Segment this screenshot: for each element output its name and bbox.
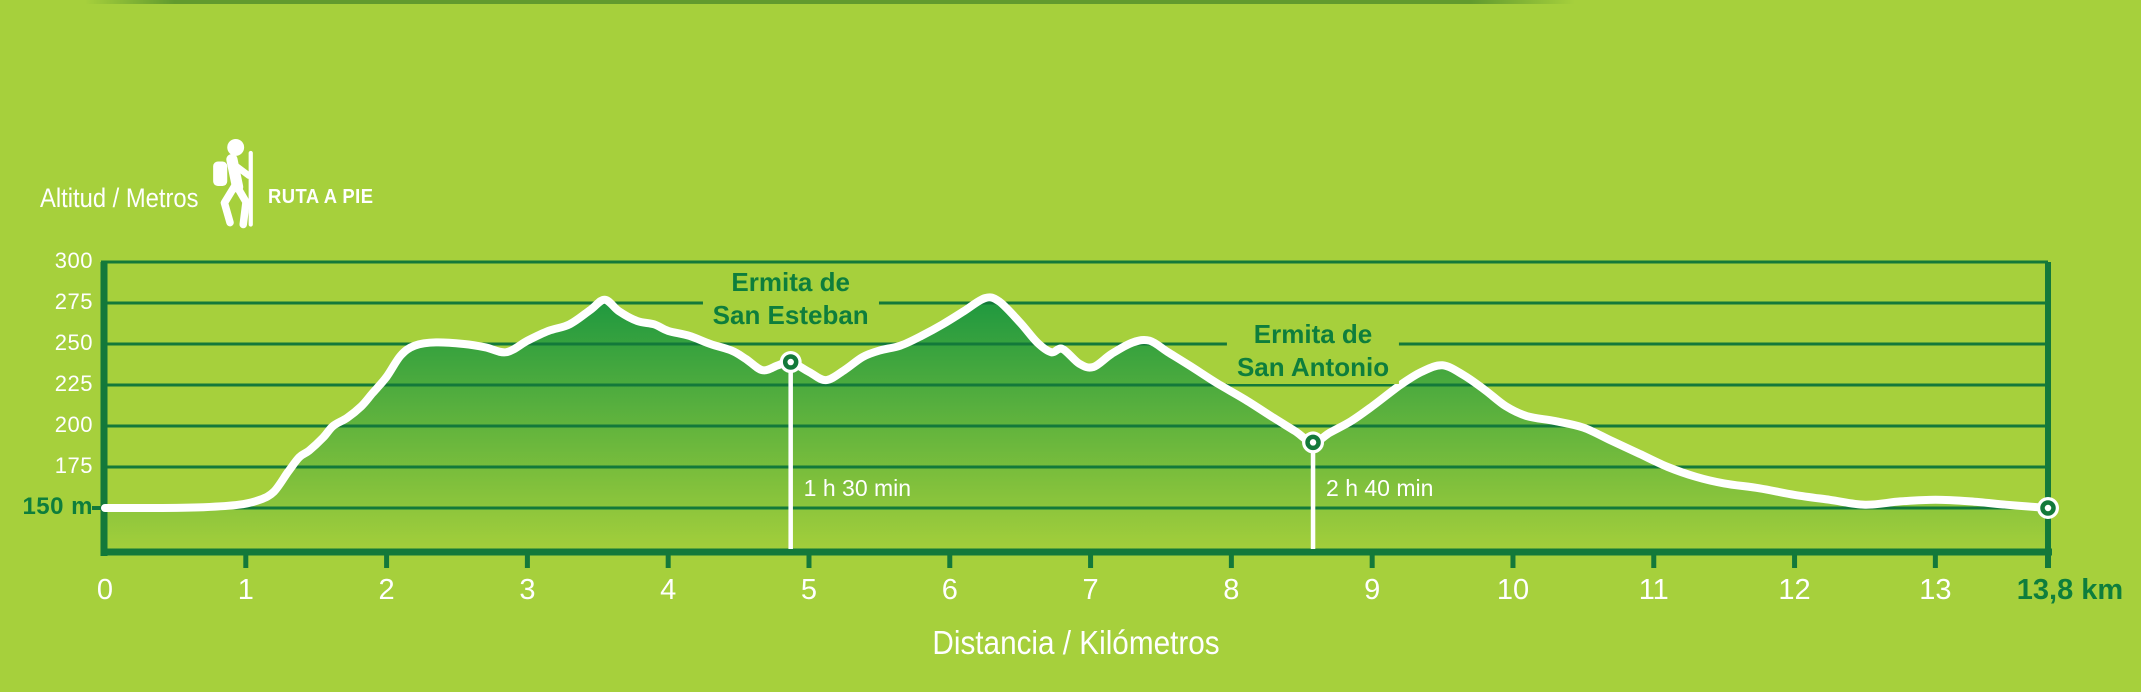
y-tick-label-150: 150 m bbox=[22, 493, 93, 520]
x-tick-label-8: 8 bbox=[1223, 574, 1240, 606]
x-tick-label-4: 4 bbox=[660, 574, 677, 606]
y-tick-label-225: 225 bbox=[54, 371, 93, 396]
x-tick-label-0: 0 bbox=[96, 574, 114, 606]
x-tick-label-7: 7 bbox=[1082, 574, 1099, 606]
x-tick-label-2: 2 bbox=[378, 574, 395, 606]
marker: route-end bbox=[2040, 500, 2056, 516]
x-tick-label-10: 10 bbox=[1496, 574, 1530, 606]
top-edge-artifact bbox=[85, 0, 1575, 4]
y-tick-label-200: 200 bbox=[54, 412, 93, 437]
y-axis-title: Altitud / Metros bbox=[40, 183, 199, 213]
x-tick-label-11: 11 bbox=[1638, 574, 1669, 606]
hiker-icon bbox=[213, 138, 253, 229]
y-tick-label-275: 275 bbox=[54, 289, 93, 314]
hiker-front-leg bbox=[232, 182, 250, 229]
x-tick-label-9: 9 bbox=[1364, 574, 1381, 606]
y-tick-label-175: 175 bbox=[54, 453, 93, 478]
marker: Ermita de San Esteban bbox=[782, 354, 799, 370]
y-tick-label-250: 250 bbox=[54, 330, 93, 355]
x-tick-label-3: 3 bbox=[519, 574, 536, 606]
marker: Ermita de San Antonio bbox=[1305, 434, 1321, 451]
annotation-label-1: Ermita de San Antonio bbox=[1226, 318, 1400, 385]
x-tick-label-6: 6 bbox=[941, 574, 958, 606]
x-tick-label-5: 5 bbox=[800, 574, 818, 606]
hiker-head bbox=[227, 138, 245, 156]
y-tick-label-300: 300 bbox=[54, 248, 93, 273]
x-tick-label-13: 13 bbox=[1919, 574, 1952, 606]
annotation-time-1: 2 h 40 min bbox=[1326, 475, 1434, 501]
x-tick-label-1: 1 bbox=[237, 574, 254, 606]
annotation-label-0: Ermita de San Esteban bbox=[702, 266, 879, 333]
elevation-profile-line bbox=[101, 293, 2052, 513]
hiker-back-leg bbox=[220, 182, 239, 227]
hiker-arm bbox=[230, 161, 253, 179]
x-tick-label-13.8: 13,8 km bbox=[2016, 574, 2124, 606]
hiker-backpack bbox=[213, 161, 228, 186]
annotation-time-0: 1 h 30 min bbox=[803, 475, 912, 501]
route-type-label: RUTA A PIE bbox=[268, 186, 374, 208]
x-tick-label-12: 12 bbox=[1778, 574, 1811, 606]
x-axis-title: Distancia / Kilómetros bbox=[932, 624, 1220, 661]
